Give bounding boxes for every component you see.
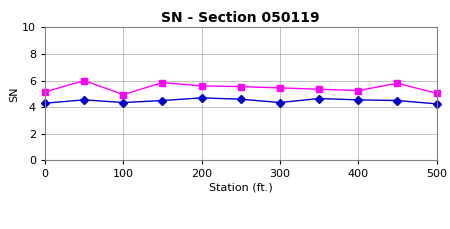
Line: 05/24/04: 05/24/04 (41, 77, 440, 98)
Title: SN - Section 050119: SN - Section 050119 (162, 11, 320, 25)
05/24/04 (277, 87, 283, 89)
Line: 03/15/94: 03/15/94 (42, 95, 439, 107)
05/24/04 (42, 90, 48, 93)
03/15/94 (81, 98, 87, 101)
05/24/04 (160, 81, 165, 84)
03/15/94 (238, 98, 243, 101)
05/24/04 (238, 85, 243, 88)
03/15/94 (434, 103, 439, 105)
05/24/04 (395, 82, 400, 85)
03/15/94 (356, 98, 361, 101)
03/15/94 (42, 102, 48, 105)
Y-axis label: SN: SN (9, 86, 19, 102)
03/15/94 (277, 101, 283, 104)
05/24/04 (81, 79, 87, 82)
05/24/04 (316, 88, 322, 91)
X-axis label: Station (ft.): Station (ft.) (209, 182, 273, 192)
03/15/94 (121, 101, 126, 104)
03/15/94 (199, 96, 204, 99)
05/24/04 (356, 89, 361, 92)
05/24/04 (434, 92, 439, 95)
03/15/94 (395, 99, 400, 102)
03/15/94 (160, 99, 165, 102)
03/15/94 (316, 97, 322, 100)
05/24/04 (121, 93, 126, 96)
05/24/04 (199, 85, 204, 87)
